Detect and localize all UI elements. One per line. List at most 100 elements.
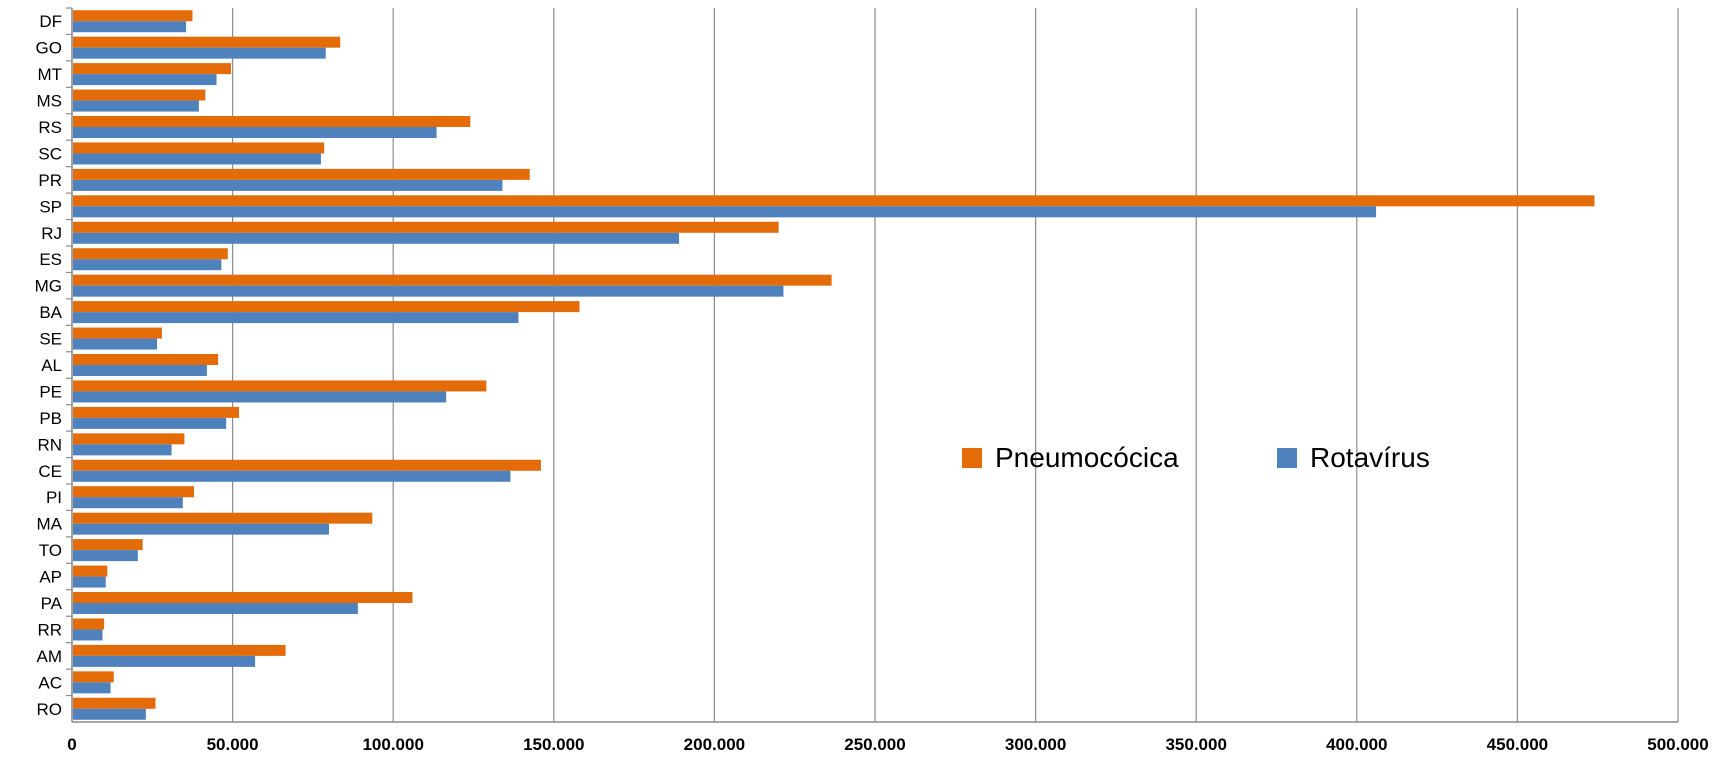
y-tick-label: AC [38,673,62,692]
y-tick-label: RO [37,700,63,719]
bar-rotavirus [73,655,256,667]
bar-rotavirus [73,338,158,350]
bar-rotavirus [73,550,138,562]
y-tick-label: CE [38,462,62,481]
y-tick-label: SC [38,144,62,163]
bar-rotavirus [73,127,437,138]
y-tick-label: PA [41,594,63,613]
bar-rotavirus [73,206,1377,218]
gridlines [71,8,1679,722]
bar-rotavirus [73,74,217,86]
bar-pneumococica [73,274,832,286]
bar-pneumococica [73,406,240,418]
bar-pneumococica [73,195,1595,207]
x-tick-label: 150.000 [523,735,584,754]
bar-rotavirus [73,232,680,244]
x-tick-label: 100.000 [362,735,423,754]
legend-swatch-rotavirus [1277,448,1297,468]
bar-pneumococica [73,301,580,313]
y-tick-label: MT [37,65,62,84]
x-tick-label: 400.000 [1326,735,1387,754]
y-tick-label: SE [39,330,62,349]
bar-rotavirus [73,179,503,191]
bar-rotavirus [73,312,519,324]
bar-pneumococica [73,10,193,22]
bar-rotavirus [73,21,187,33]
bar-pneumococica [73,327,162,339]
y-tick-label: MS [37,92,63,111]
y-tick-label: MG [35,277,62,296]
x-tick-label: 200.000 [684,735,745,754]
bar-rotavirus [73,576,106,588]
bar-rotavirus [73,708,146,720]
bar-pneumococica [73,221,779,233]
bar-rotavirus [73,603,358,614]
y-tick-label: PB [39,409,62,428]
y-tick-label: GO [36,39,62,58]
y-tick-label: RN [37,435,62,454]
bar-pneumococica [73,486,195,498]
x-tick-label: 500.000 [1647,735,1708,754]
bar-pneumococica [73,89,206,101]
y-axis: RO AC AM RR PA AP TO MA PI CE RN PB PE AL SE BA MG ES RJ SP… [35,7,73,722]
x-axis: 0 50.000 100.000 150.000 200.000 250.000 300.0… [67,721,1709,754]
y-tick-label: RJ [41,224,62,243]
bar-pneumococica [73,116,471,127]
bar-pneumococica [73,592,413,603]
y-tick-label: AM [37,647,63,666]
legend-label-pneumococica: Pneumocócica [995,442,1179,473]
bar-rotavirus [73,629,103,641]
y-tick-label: AL [41,356,62,375]
bar-pneumococica [73,539,143,551]
bar-pneumococica [73,248,228,260]
bar-pneumococica [73,671,114,683]
x-tick-label: 0 [67,735,76,754]
bar-pneumococica [73,354,219,365]
bar-pneumococica [73,142,325,154]
y-tick-label: PI [46,488,62,507]
y-tick-label: PE [39,382,62,401]
bar-rotavirus [73,365,207,376]
y-tick-label: AP [39,568,62,587]
y-tick-label: RS [38,118,62,137]
y-tick-label: BA [39,303,62,322]
legend-label-rotavirus: Rotavírus [1310,442,1430,473]
bars [73,10,1595,720]
x-tick-label: 50.000 [207,735,259,754]
bar-rotavirus [73,285,784,297]
bar-rotavirus [73,391,447,403]
bar-rotavirus [73,417,227,429]
x-tick-label: 350.000 [1165,735,1226,754]
legend: Pneumocócica Rotavírus [962,442,1430,473]
bar-pneumococica [73,697,156,709]
y-tick-label: SP [39,197,62,216]
bar-rotavirus [73,682,111,694]
y-tick-label: PR [38,171,62,190]
bar-rotavirus [73,470,511,482]
bar-pneumococica [73,63,231,75]
y-tick-label: DF [39,12,62,31]
bar-rotavirus [73,47,326,59]
y-tick-label: TO [39,541,62,560]
bar-pneumococica [73,433,185,445]
bar-rotavirus [73,153,321,165]
bar-rotavirus [73,497,183,509]
bar-pneumococica [73,565,108,577]
bar-pneumococica [73,459,541,471]
bar-pneumococica [73,618,105,630]
bar-pneumococica [73,512,373,524]
legend-swatch-pneumococica [962,448,982,468]
bar-pneumococica [73,168,530,180]
bar-rotavirus [73,444,172,456]
x-tick-label: 300.000 [1005,735,1066,754]
y-tick-label: ES [39,250,62,269]
bar-rotavirus [73,259,222,271]
bar-pneumococica [73,644,286,656]
x-tick-label: 250.000 [844,735,905,754]
y-tick-label: MA [37,515,63,534]
bar-pneumococica [73,380,487,392]
bar-pneumococica [73,36,341,48]
x-tick-label: 450.000 [1487,735,1548,754]
bar-rotavirus [73,523,329,535]
